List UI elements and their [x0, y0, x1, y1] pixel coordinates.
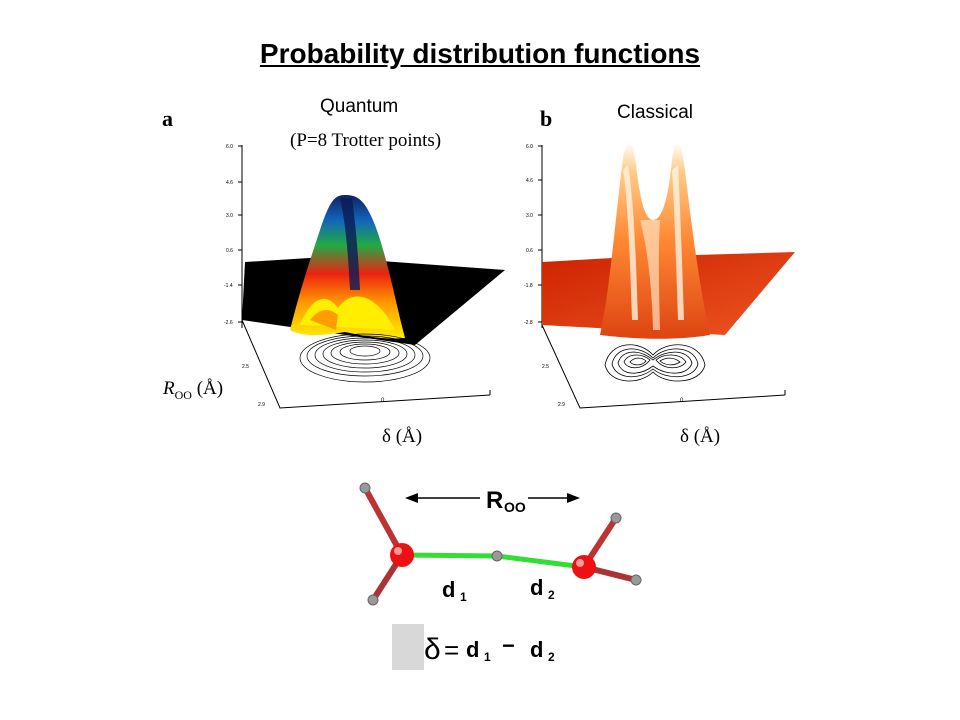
quantum-roo-axis-label: ROO (Å)	[163, 378, 223, 403]
z-tick-2: 4.6	[226, 180, 233, 186]
hydrogen-bond-d2	[496, 553, 585, 570]
roo-label-sub: OO	[504, 499, 526, 515]
oh-bond-1	[362, 486, 405, 557]
z-tick-6: -2.6	[224, 320, 233, 326]
hydrogen-bond-d1	[401, 552, 498, 559]
z-tick-4: 0.6	[226, 248, 233, 254]
equation-highlight-box	[392, 624, 424, 670]
hydrogen-atom-4	[630, 574, 642, 586]
quantum-base-axes	[241, 319, 491, 409]
z-tick-1: 6.0	[526, 144, 533, 150]
panel-a-letter: a	[162, 106, 173, 131]
classical-roo-tick-2: 2.9	[558, 402, 565, 408]
panel-b-letter: b	[540, 106, 553, 131]
eq-d1: d	[466, 637, 479, 662]
z-tick-1: 6.0	[226, 144, 233, 150]
quantum-delta-tick: 0	[381, 398, 385, 404]
z-tick-4: 0.6	[526, 248, 533, 254]
page-title: Probability distribution functions	[259, 38, 701, 69]
molecule-diagram: R OO d 1 d 2	[359, 482, 642, 606]
eq-delta: δ	[424, 633, 441, 666]
quantum-roo-tick-1: 2.5	[242, 364, 249, 370]
quantum-contours	[299, 333, 431, 383]
roo-sub: OO	[174, 387, 192, 402]
z-tick-5: -1.8	[524, 283, 533, 289]
z-tick-2: 4.6	[526, 178, 533, 184]
d1-label-sub: 1	[460, 590, 467, 604]
roo-label-symbol: R	[486, 487, 503, 514]
z-axis-ticks: 6.0 4.6 3.0 0.6 -1.4 -2.6	[224, 144, 242, 326]
classical-pdf-plot: 6.0 4.6 3.0 0.6 -1.8 -2.8 0 2.5 2.9	[524, 141, 795, 409]
oxygen-atom-1	[390, 543, 414, 567]
roo-unit: (Å)	[196, 378, 224, 399]
z-tick-6: -2.8	[524, 320, 533, 326]
hydrogen-atom-3	[610, 512, 622, 524]
panel-b-label: Classical	[617, 102, 694, 123]
d1-label-symbol: d	[442, 577, 455, 602]
roo-symbol: R	[163, 378, 175, 399]
oxygen-atom-2	[572, 555, 596, 579]
d2-label-symbol: d	[530, 575, 543, 600]
eq-minus: −	[502, 633, 515, 658]
delta-equation: δ = d 1 − d 2	[424, 633, 555, 666]
eq-equals: =	[444, 635, 459, 665]
classical-contours	[604, 344, 706, 382]
quantum-roo-tick-2: 2.9	[258, 402, 265, 408]
z-tick-3: 3.0	[526, 213, 533, 219]
z-axis-ticks: 6.0 4.6 3.0 0.6 -1.8 -2.8	[524, 144, 542, 326]
z-tick-5: -1.4	[224, 283, 233, 289]
d2-label-sub: 2	[548, 588, 555, 602]
shared-hydrogen-atom	[491, 550, 503, 562]
panel-a-label: Quantum	[320, 96, 399, 117]
eq-d1-sub: 1	[484, 650, 491, 664]
classical-roo-tick-1: 2.5	[542, 364, 549, 370]
hydrogen-atom-1	[359, 482, 371, 494]
quantum-delta-axis-label: δ (Å)	[382, 426, 423, 447]
z-tick-3: 3.0	[226, 213, 233, 219]
hydrogen-atom-2	[367, 594, 379, 606]
classical-base-axes	[541, 324, 786, 409]
panel-a-sublabel: (P=8 Trotter points)	[290, 130, 442, 151]
quantum-pdf-plot: 6.0 4.6 3.0 0.6 -1.4 -2.6 0 2.5 2.9	[224, 144, 505, 409]
eq-d2-sub: 2	[548, 650, 555, 664]
eq-d2: d	[530, 637, 543, 662]
classical-delta-tick: 0	[680, 398, 684, 404]
classical-delta-axis-label: δ (Å)	[680, 426, 721, 447]
